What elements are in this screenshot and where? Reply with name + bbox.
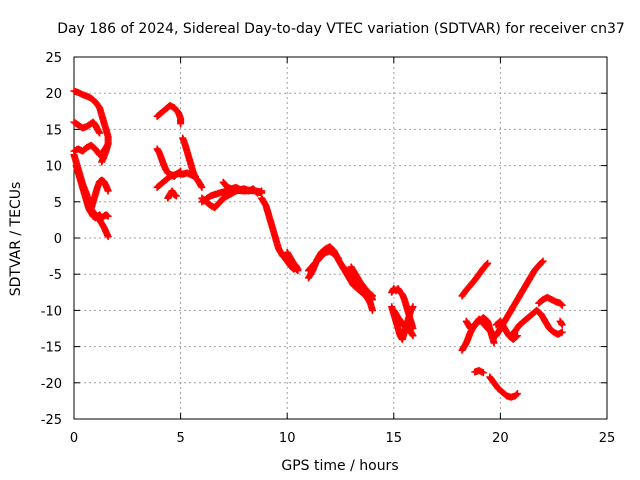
- y-tick-label: -20: [41, 377, 62, 392]
- data-point: [513, 332, 521, 340]
- data-point: [258, 187, 266, 195]
- y-tick-label: 10: [45, 160, 62, 175]
- data-point: [104, 187, 112, 195]
- data-point: [539, 257, 547, 265]
- data-point: [333, 253, 341, 261]
- y-tick-label: 5: [54, 196, 62, 211]
- y-tick-label: 0: [54, 232, 62, 247]
- series-arc-28: [486, 373, 521, 401]
- data-point: [294, 265, 302, 273]
- series-arc-7: [153, 102, 185, 128]
- data-point: [488, 328, 496, 336]
- series-arc-27: [471, 366, 487, 377]
- y-tick-label: -15: [41, 341, 62, 356]
- series-arc-32: [535, 293, 566, 309]
- data-point: [409, 332, 417, 340]
- grid: [74, 57, 607, 419]
- series-arc-16: [283, 248, 302, 273]
- series-arc-10: [164, 187, 180, 202]
- data-point: [198, 183, 206, 191]
- y-tick-label: 15: [45, 123, 62, 138]
- data-point: [104, 140, 112, 148]
- x-tick-label: 10: [279, 431, 296, 446]
- data-point: [334, 254, 342, 262]
- data-point: [177, 120, 185, 128]
- x-axis-label: GPS time / hours: [281, 458, 398, 474]
- y-axis-label: SDTVAR / TECUs: [8, 182, 24, 297]
- data-point: [368, 306, 376, 314]
- data-point: [558, 328, 566, 336]
- series-arc-6: [87, 176, 112, 213]
- series-arc-3: [70, 140, 112, 159]
- data-point: [512, 391, 520, 399]
- data-point: [558, 321, 566, 329]
- data-series: [70, 87, 566, 401]
- series-arc-19: [337, 259, 376, 314]
- data-point: [483, 260, 491, 268]
- y-tick-label: -25: [41, 413, 62, 428]
- data-point: [104, 212, 112, 220]
- series-arc-31: [507, 306, 566, 340]
- series-arc-20: [347, 263, 376, 304]
- data-point: [512, 333, 520, 341]
- chart-title: Day 186 of 2024, Sidereal Day-to-day VTE…: [57, 21, 625, 37]
- data-point: [538, 258, 546, 266]
- series-arc-2: [70, 118, 104, 137]
- data-point: [172, 192, 180, 200]
- x-tick-label: 0: [70, 431, 78, 446]
- data-point: [98, 158, 106, 166]
- series-arc-33: [556, 317, 566, 329]
- data-point: [558, 301, 566, 309]
- series-arc-23: [390, 306, 417, 340]
- x-tick-label: 15: [386, 431, 403, 446]
- data-point: [513, 390, 521, 398]
- y-tick-label: 25: [45, 51, 62, 66]
- series-arc-26: [462, 315, 496, 336]
- series-arc-11: [179, 134, 206, 191]
- series-arc-18: [305, 247, 342, 275]
- series-arc-14: [219, 178, 266, 197]
- series-arc-15: [258, 194, 302, 275]
- x-tick-label: 20: [492, 431, 509, 446]
- data-point: [409, 303, 417, 311]
- series-arc-24: [458, 259, 492, 300]
- data-point: [557, 300, 565, 308]
- data-point: [484, 259, 492, 267]
- data-point: [104, 233, 112, 241]
- y-tick-label: -10: [41, 304, 62, 319]
- data-point: [490, 339, 498, 347]
- data-point: [96, 129, 104, 137]
- series-arc-30: [492, 317, 521, 343]
- data-point: [479, 369, 487, 377]
- y-tick-label: 20: [45, 87, 62, 102]
- x-tick-label: 25: [599, 431, 616, 446]
- series-arc-1: [70, 87, 112, 166]
- x-tick-label: 5: [176, 431, 184, 446]
- data-point: [368, 296, 376, 304]
- series-arc-29: [492, 257, 547, 340]
- y-tick-label: -5: [49, 268, 62, 283]
- data-point: [487, 327, 495, 335]
- axis-ticks: 0 5 10 15 20 25 25 20 15 10 5 0 -5 -10 -15 -20 -25: [41, 51, 616, 446]
